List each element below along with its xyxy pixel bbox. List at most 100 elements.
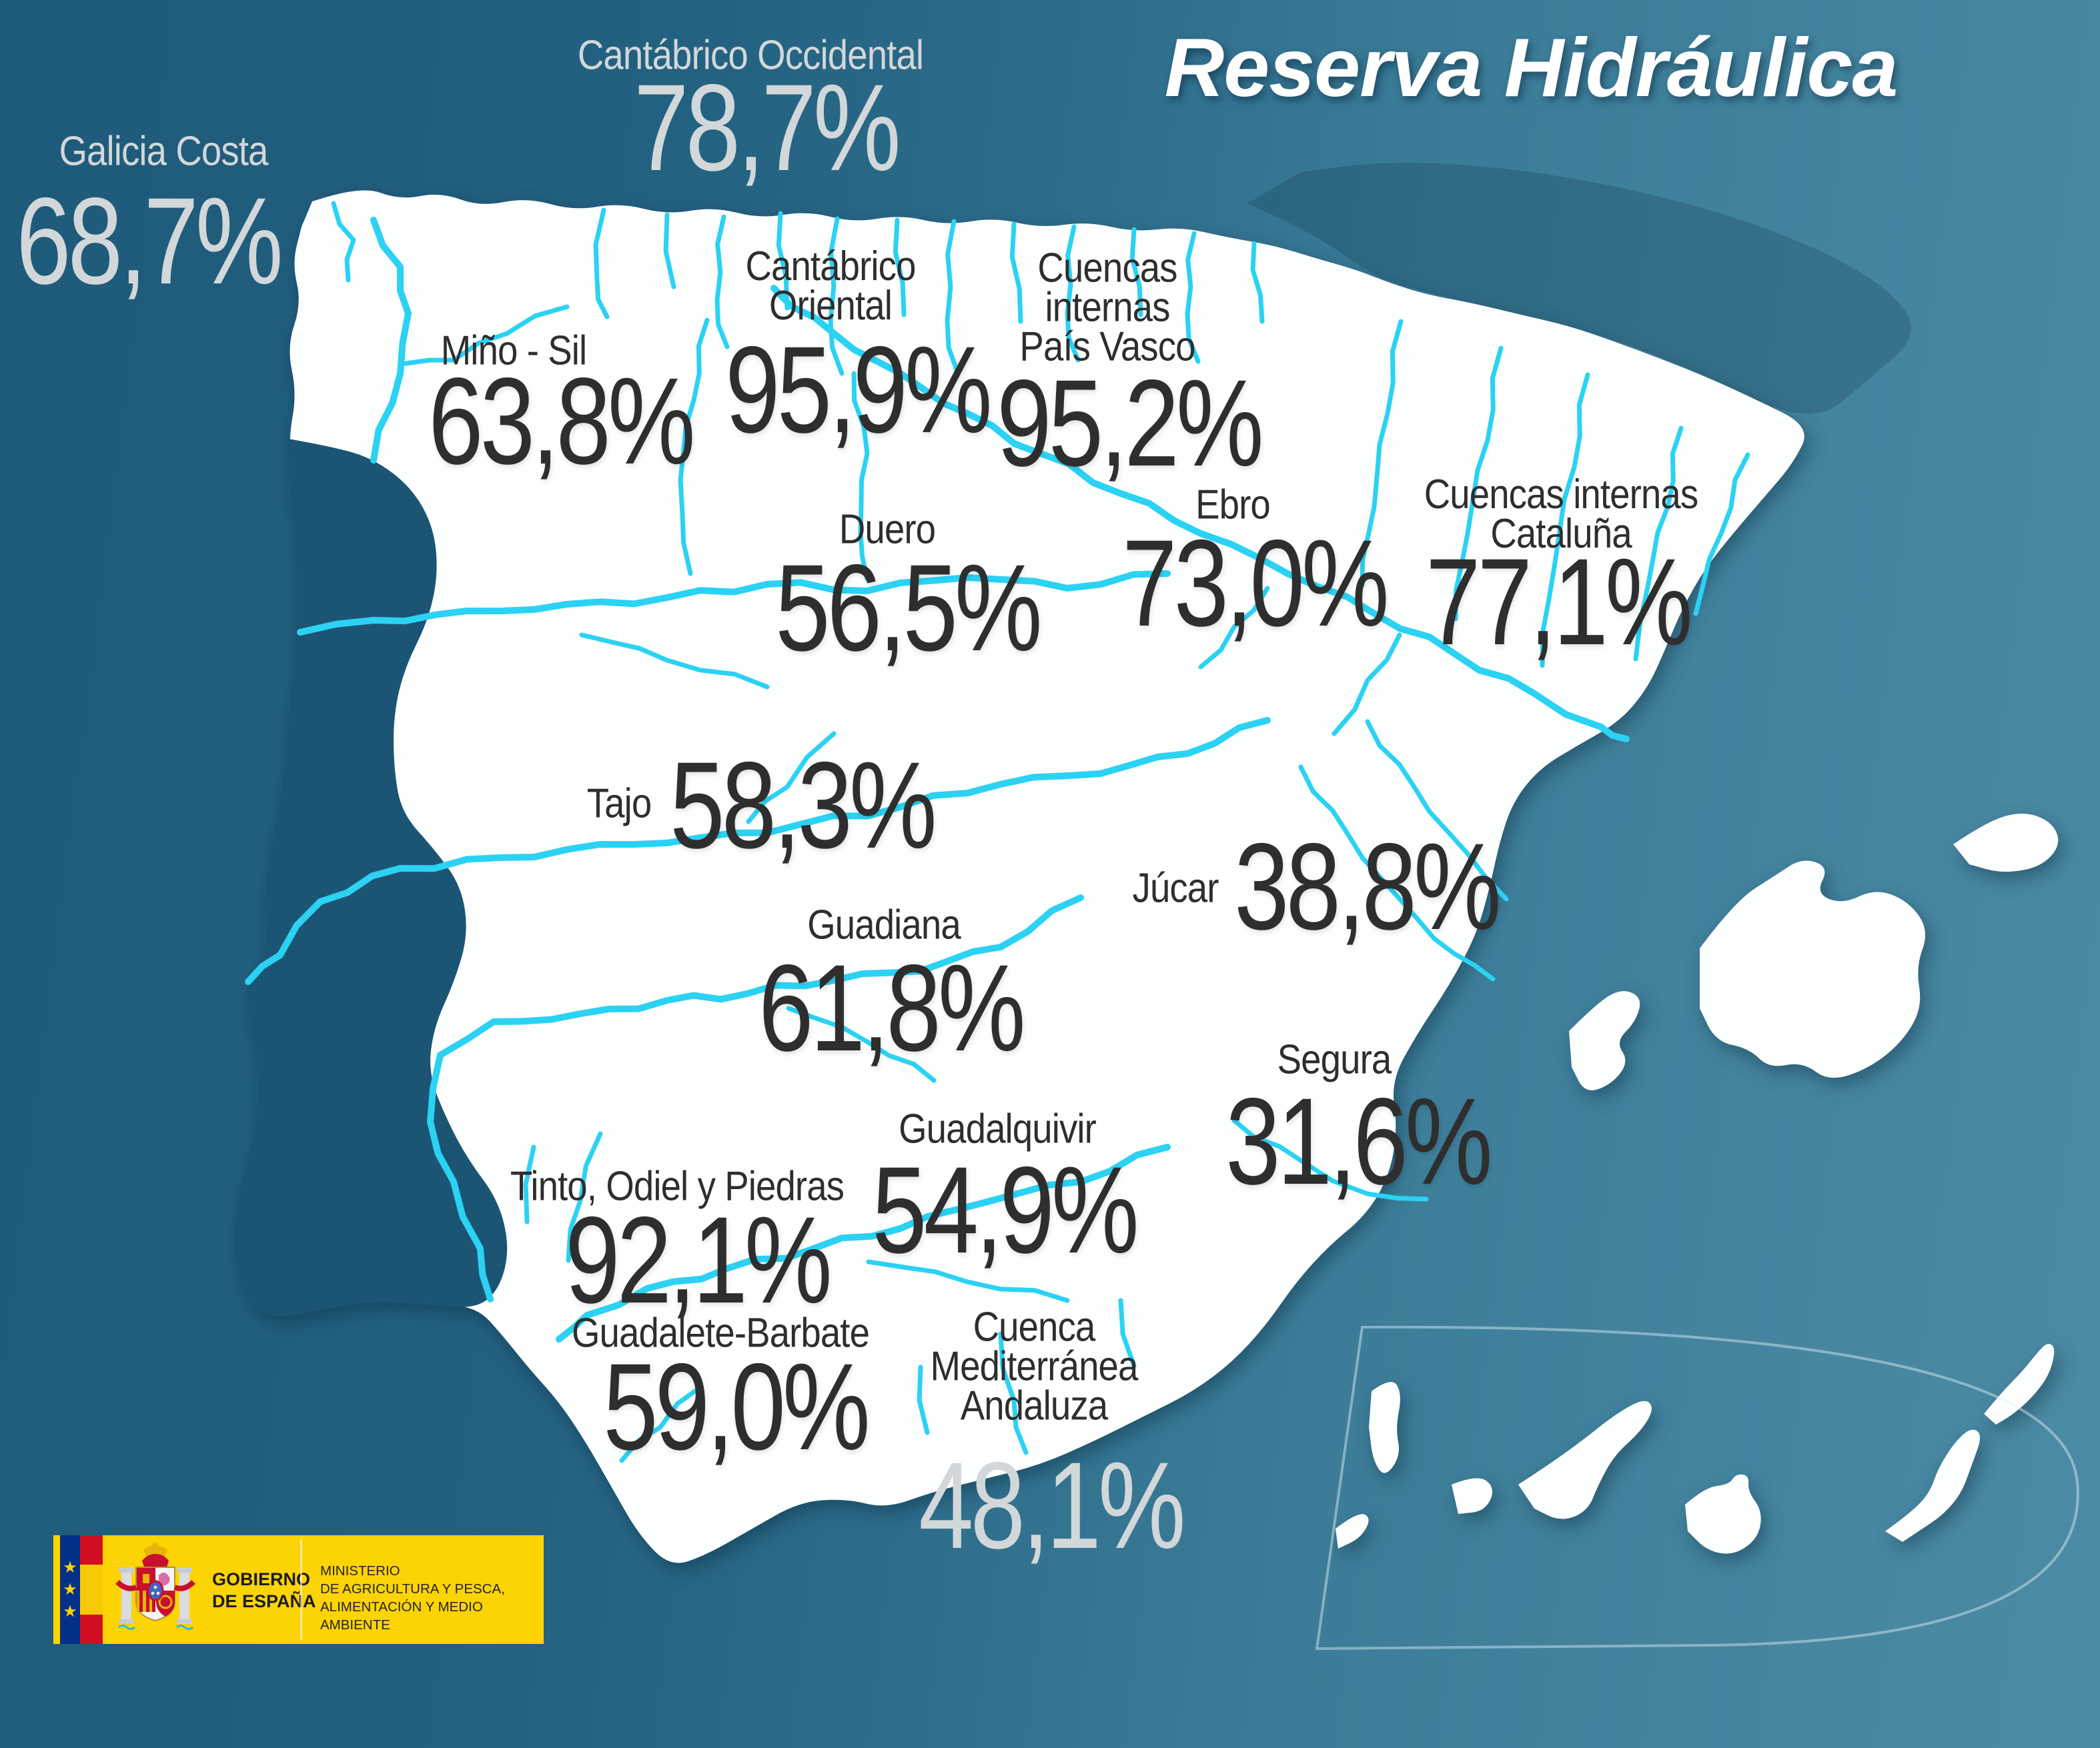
river xyxy=(1198,586,1270,670)
river xyxy=(945,219,961,376)
basin-value: 92,1% xyxy=(565,1192,832,1329)
basin-value: 77,1% xyxy=(1426,534,1692,671)
france-shade xyxy=(1247,163,1911,414)
basin-value: 48,1% xyxy=(919,1437,1185,1575)
river xyxy=(1540,372,1590,668)
river xyxy=(770,285,1630,742)
basin-label: Segura xyxy=(1277,1036,1392,1083)
island-shape xyxy=(1518,1401,1652,1519)
basin-label: Cantábrico Occidental xyxy=(577,32,924,79)
river xyxy=(1250,241,1265,324)
river xyxy=(566,1131,603,1263)
spain-flag-band xyxy=(80,1535,103,1644)
river xyxy=(998,1331,1029,1455)
basin-value: 95,9% xyxy=(725,321,992,459)
river xyxy=(1453,345,1504,622)
star-icon: ★ xyxy=(63,1558,77,1577)
island-shape xyxy=(1336,1514,1369,1549)
basin-value: 78,7% xyxy=(634,59,901,197)
basin-label: Júcar xyxy=(1132,865,1219,912)
river xyxy=(1365,719,1509,902)
basin-value: 58,3% xyxy=(670,737,937,874)
island-shape xyxy=(1569,991,1640,1090)
river xyxy=(1118,1298,1137,1369)
spain-landmass-shape xyxy=(235,190,1804,1563)
basin-value: 38,8% xyxy=(1234,818,1501,956)
government-label: GOBIERNO DE ESPAÑA xyxy=(212,1569,316,1611)
island-shape xyxy=(1700,860,1925,1078)
river xyxy=(593,207,610,319)
river xyxy=(579,632,770,690)
basin-value: 61,8% xyxy=(758,940,1025,1077)
river xyxy=(866,1259,1070,1303)
basin-label: Miño - Sil xyxy=(440,327,587,374)
river xyxy=(619,1385,703,1463)
basin-value: 73,0% xyxy=(1122,515,1389,652)
ministry-label: MINISTERIO DE AGRICULTURA Y PESCA, ALIME… xyxy=(320,1563,505,1633)
star-icon: ★ xyxy=(63,1580,77,1599)
river xyxy=(786,1006,937,1083)
river xyxy=(828,216,845,376)
government-logo: ★ ★ ★ xyxy=(53,1535,544,1644)
river xyxy=(851,371,870,582)
river xyxy=(1231,1118,1429,1202)
star-icon: ★ xyxy=(63,1602,77,1621)
river xyxy=(427,894,1084,1302)
spain-coat-of-arms-icon xyxy=(115,1543,195,1630)
river xyxy=(331,201,356,283)
river xyxy=(678,317,710,576)
river xyxy=(370,217,412,464)
logo-divider xyxy=(300,1539,302,1640)
france-shade-shape xyxy=(1247,163,1911,414)
island-shape xyxy=(1953,814,2059,872)
river xyxy=(1693,452,1750,616)
basin-label: Guadiana xyxy=(807,902,961,948)
river xyxy=(893,217,907,317)
river xyxy=(714,214,730,349)
basin-value: 95,2% xyxy=(997,355,1263,492)
river xyxy=(663,212,676,289)
island-shape xyxy=(1452,1478,1493,1514)
river xyxy=(1009,221,1023,324)
river xyxy=(1065,224,1081,363)
river xyxy=(245,717,1271,985)
river xyxy=(1332,632,1402,736)
river xyxy=(1185,231,1201,364)
river xyxy=(523,1144,536,1224)
page-title: Reserva Hidráulica xyxy=(1164,22,1899,114)
basin-label: Tinto, Odiel y Piedras xyxy=(510,1163,845,1210)
basin-label: Galicia Costa xyxy=(59,128,268,175)
river-network xyxy=(245,201,1750,1463)
basin-value: 68,7% xyxy=(16,173,283,310)
river xyxy=(746,731,837,824)
eu-flag-band: ★ ★ ★ xyxy=(60,1535,80,1644)
basin-label: Duero xyxy=(839,506,936,553)
basin-label: Guadalquivir xyxy=(899,1106,1097,1152)
basin-label: Cuencas internas País Vasco xyxy=(1019,245,1195,370)
river xyxy=(776,211,790,311)
basin-label: Cantábrico Oriental xyxy=(745,243,916,329)
island-shape xyxy=(1685,1474,1761,1554)
river xyxy=(403,304,570,366)
basin-value: 63,8% xyxy=(428,353,695,490)
basin-label: Cuenca Mediterránea Andaluza xyxy=(930,1304,1139,1429)
basin-label: Tajo xyxy=(586,780,652,827)
basin-value: 31,6% xyxy=(1225,1073,1492,1210)
canary-islands-box xyxy=(1315,1325,2079,1651)
basin-value: 56,5% xyxy=(775,540,1042,677)
basin-value: 54,9% xyxy=(872,1142,1139,1279)
island-shape xyxy=(1984,1344,2055,1425)
iberia-landmass xyxy=(235,190,1804,1563)
basin-value: 59,0% xyxy=(603,1339,870,1476)
river xyxy=(297,570,1171,636)
island-shape xyxy=(1369,1382,1400,1473)
basin-label: Guadalete-Barbate xyxy=(571,1310,870,1357)
islands xyxy=(1336,814,2059,1554)
river xyxy=(917,1365,930,1435)
river xyxy=(1360,319,1404,588)
river xyxy=(556,1144,1171,1343)
island-shape xyxy=(1885,1429,1980,1542)
river xyxy=(1298,764,1496,982)
river xyxy=(1633,425,1684,662)
